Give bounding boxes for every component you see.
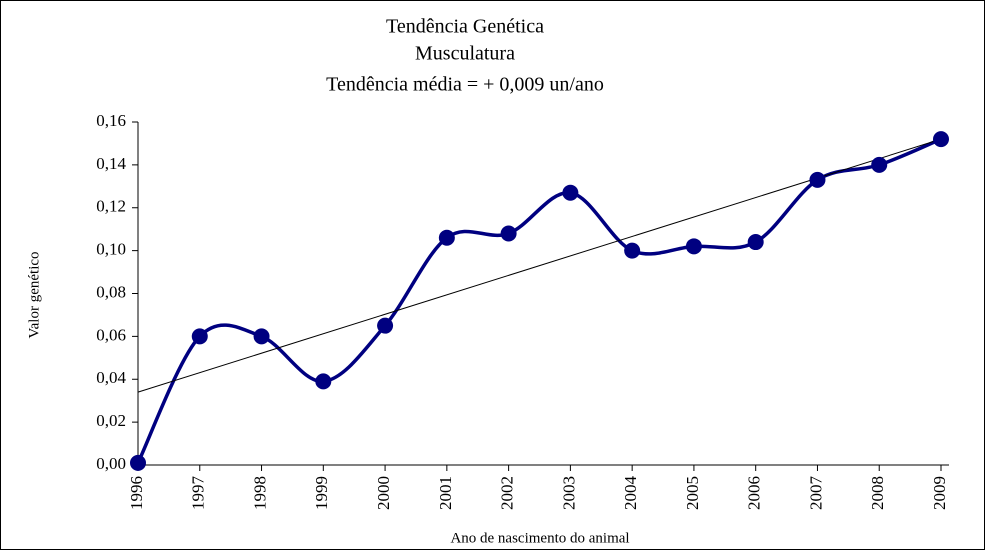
- x-tick-label: 2001: [436, 476, 455, 510]
- y-tick-label: 0,16: [96, 111, 126, 130]
- y-tick-label: 0,08: [96, 282, 126, 301]
- y-tick-label: 0,06: [96, 325, 126, 344]
- data-point: [377, 317, 394, 334]
- data-point: [130, 454, 146, 471]
- x-axis-label: Ano de nascimento do animal: [450, 530, 629, 546]
- data-point: [562, 184, 579, 201]
- x-tick-label: 2002: [498, 476, 517, 510]
- data-point: [871, 156, 888, 173]
- y-tick-label: 0,10: [96, 240, 126, 259]
- x-tick-label: 2000: [374, 476, 393, 510]
- x-tick-label: 2006: [745, 476, 764, 510]
- data-point: [809, 171, 826, 188]
- y-axis-label: Valor genético: [26, 251, 42, 338]
- x-tick-label: 2004: [621, 476, 640, 511]
- data-point: [685, 238, 702, 255]
- data-point: [253, 328, 270, 345]
- x-tick-label: 2005: [683, 476, 702, 510]
- y-tick-label: 0,04: [96, 368, 126, 387]
- data-point: [747, 234, 764, 251]
- data-point: [315, 373, 332, 390]
- x-tick-label: 1996: [127, 476, 146, 510]
- x-tick-label: 1998: [250, 476, 269, 510]
- chart-subtitle: Tendência média = + 0,009 un/ano: [326, 74, 604, 96]
- y-tick-label: 0,00: [96, 454, 126, 473]
- y-tick-label: 0,14: [96, 154, 126, 173]
- y-tick-label: 0,12: [96, 197, 126, 216]
- x-tick-label: 2003: [559, 476, 578, 510]
- chart-subtitle: Musculatura: [415, 43, 515, 65]
- data-point: [624, 242, 641, 259]
- data-point: [500, 225, 517, 242]
- data-point: [191, 328, 208, 345]
- trendline: [137, 138, 942, 393]
- x-tick-label: 1997: [189, 476, 208, 511]
- x-tick-label: 2008: [868, 476, 887, 510]
- x-tick-label: 2007: [806, 476, 825, 511]
- data-point: [438, 229, 455, 246]
- data-point: [933, 131, 949, 148]
- chart-title: Tendência Genética: [386, 16, 544, 38]
- x-tick-label: 1999: [312, 476, 331, 510]
- x-tick-label: 2009: [930, 476, 949, 510]
- y-tick-label: 0,02: [96, 411, 126, 430]
